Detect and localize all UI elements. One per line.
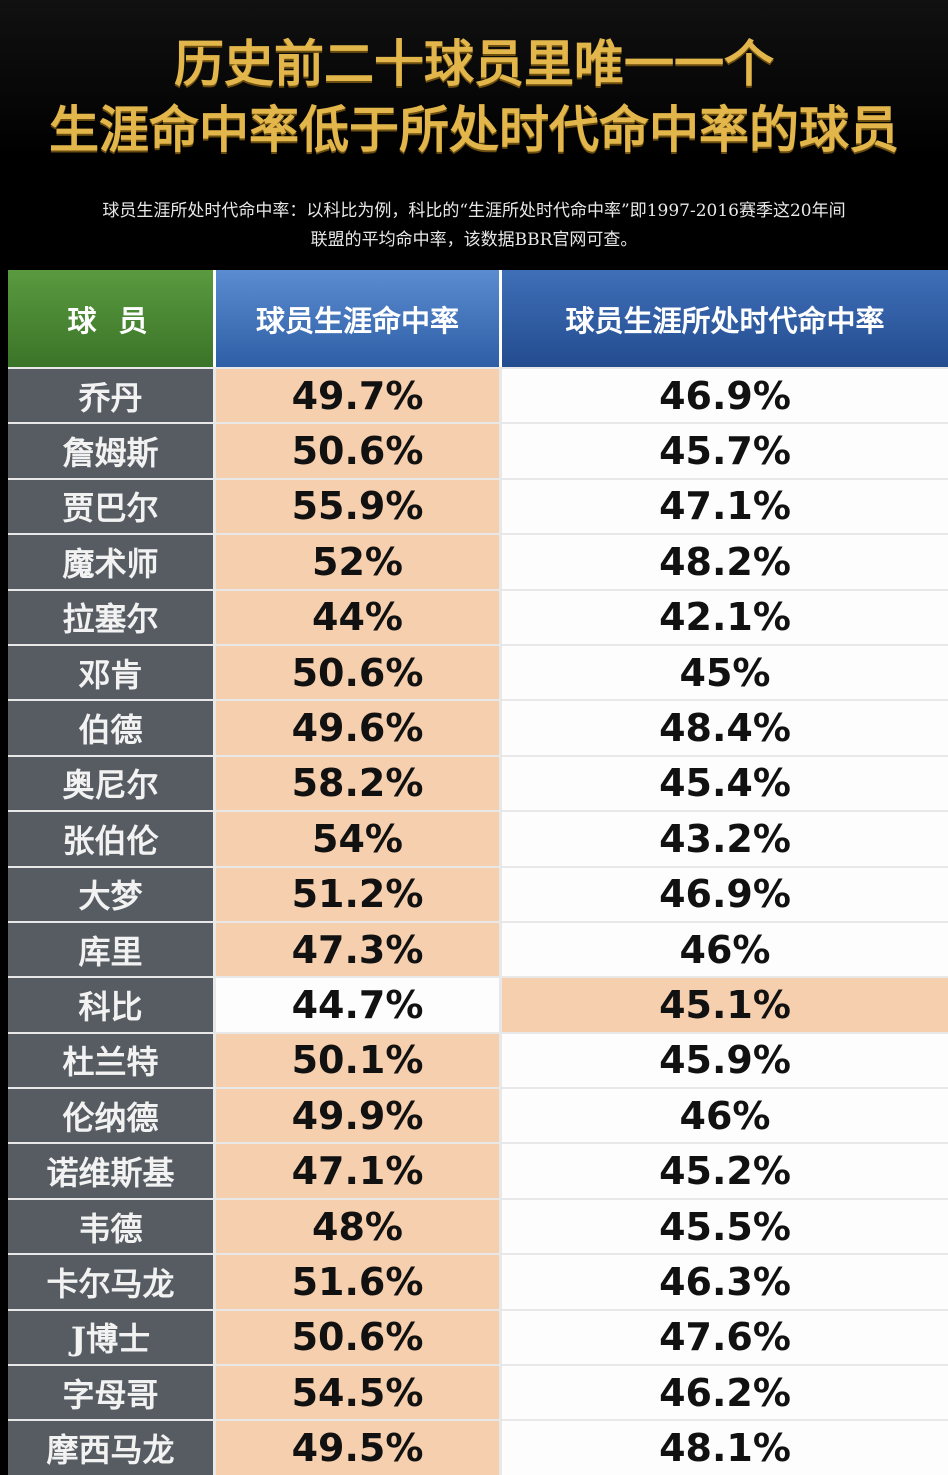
player-name-cell: 乔丹 xyxy=(8,369,216,423)
career-fg-cell: 52% xyxy=(216,535,502,589)
table-row: 詹姆斯 50.6% 45.7% xyxy=(8,422,948,478)
player-name-cell: 邓肯 xyxy=(8,645,216,700)
career-fg-cell: 49.6% xyxy=(216,701,502,755)
header: 历史前二十球员里唯一一个 生涯命中率低于所处时代命中率的球员 球员生涯所处时代命… xyxy=(0,0,948,265)
note-line-2: 联盟的平均命中率，该数据BBR官网可查。 xyxy=(310,230,638,250)
column-header-career: 球员生涯命中率 xyxy=(216,270,502,367)
table-row: 大梦 51.2% 46.9% xyxy=(8,865,948,921)
career-fg-cell: 51.2% xyxy=(216,867,502,921)
player-name-cell: 诺维斯基 xyxy=(8,1144,216,1198)
column-header-era: 球员生涯所处时代命中率 xyxy=(502,270,948,367)
era-fg-cell: 46.9% xyxy=(502,867,948,921)
player-name-cell: 字母哥 xyxy=(8,1366,216,1420)
career-fg-cell: 50.6% xyxy=(216,1310,502,1365)
table-row: 邓肯 50.6% 45% xyxy=(8,643,948,700)
player-name-cell: 库里 xyxy=(8,922,216,977)
player-name-cell: 科比 xyxy=(8,978,216,1032)
player-name-cell: 摩西马龙 xyxy=(8,1421,216,1475)
era-fg-cell: 45.4% xyxy=(502,756,948,811)
career-fg-cell: 47.1% xyxy=(216,1144,502,1198)
career-fg-cell: 54% xyxy=(216,812,502,866)
era-fg-cell: 45.2% xyxy=(502,1144,948,1198)
era-fg-cell: 45.5% xyxy=(502,1199,948,1254)
table-row: 库里 47.3% 46% xyxy=(8,920,948,977)
player-name-cell: 奥尼尔 xyxy=(8,756,216,811)
era-fg-cell: 48.1% xyxy=(502,1421,948,1475)
table-row: 韦德 48% 45.5% xyxy=(8,1197,948,1254)
table-row: 诺维斯基 47.1% 45.2% xyxy=(8,1142,948,1198)
player-name-cell: 詹姆斯 xyxy=(8,424,216,478)
era-fg-cell: 46% xyxy=(502,1089,948,1143)
era-fg-cell: 42.1% xyxy=(502,590,948,644)
player-name-cell: 韦德 xyxy=(8,1199,216,1254)
career-fg-cell: 50.1% xyxy=(216,1033,502,1088)
player-name-cell: 魔术师 xyxy=(8,535,216,589)
table-row: J博士 50.6% 47.6% xyxy=(8,1308,948,1365)
table-row: 科比 44.7% 45.1% xyxy=(8,976,948,1032)
era-fg-cell: 46.3% xyxy=(502,1255,948,1309)
player-name-cell: 拉塞尔 xyxy=(8,590,216,644)
career-fg-cell: 51.6% xyxy=(216,1255,502,1309)
player-name-cell: 贾巴尔 xyxy=(8,479,216,534)
era-fg-cell: 47.1% xyxy=(502,479,948,534)
era-fg-cell: 45.7% xyxy=(502,424,948,478)
table-row: 贾巴尔 55.9% 47.1% xyxy=(8,477,948,534)
table-row: 伯德 49.6% 48.4% xyxy=(8,699,948,755)
career-fg-cell: 54.5% xyxy=(216,1366,502,1420)
table-row: 魔术师 52% 48.2% xyxy=(8,533,948,589)
player-name-cell: 伯德 xyxy=(8,701,216,755)
career-fg-cell: 44% xyxy=(216,590,502,644)
column-header-player: 球 员 xyxy=(8,270,216,367)
career-fg-cell: 47.3% xyxy=(216,922,502,977)
era-fg-cell: 45.1% xyxy=(502,978,948,1032)
table-row: 奥尼尔 58.2% 45.4% xyxy=(8,754,948,811)
table-header-row: 球 员 球员生涯命中率 球员生涯所处时代命中率 xyxy=(8,270,948,367)
player-name-cell: 卡尔马龙 xyxy=(8,1255,216,1309)
career-fg-cell: 49.5% xyxy=(216,1421,502,1475)
career-fg-cell: 49.9% xyxy=(216,1089,502,1143)
note-line-1: 球员生涯所处时代命中率：以科比为例，科比的“生涯所处时代命中率”即1997-20… xyxy=(102,201,846,221)
player-name-cell: 伦纳德 xyxy=(8,1089,216,1143)
player-name-cell: 张伯伦 xyxy=(8,812,216,866)
table-row: 摩西马龙 49.5% 48.1% xyxy=(8,1419,948,1475)
era-fg-cell: 43.2% xyxy=(502,812,948,866)
era-fg-cell: 47.6% xyxy=(502,1310,948,1365)
table-row: 字母哥 54.5% 46.2% xyxy=(8,1364,948,1420)
era-fg-cell: 48.2% xyxy=(502,535,948,589)
career-fg-cell: 50.6% xyxy=(216,645,502,700)
career-fg-cell: 58.2% xyxy=(216,756,502,811)
table-row: 卡尔马龙 51.6% 46.3% xyxy=(8,1253,948,1309)
table-row: 伦纳德 49.9% 46% xyxy=(8,1087,948,1143)
player-name-cell: 大梦 xyxy=(8,867,216,921)
era-fg-cell: 45.9% xyxy=(502,1033,948,1088)
career-fg-cell: 55.9% xyxy=(216,479,502,534)
title-line-1: 历史前二十球员里唯一一个 xyxy=(174,34,774,93)
career-fg-cell: 50.6% xyxy=(216,424,502,478)
table-row: 杜兰特 50.1% 45.9% xyxy=(8,1031,948,1088)
table-row: 乔丹 49.7% 46.9% xyxy=(8,367,948,423)
era-fg-cell: 45% xyxy=(502,645,948,700)
player-name-cell: J博士 xyxy=(8,1310,216,1365)
player-name-cell: 杜兰特 xyxy=(8,1033,216,1088)
era-fg-cell: 46% xyxy=(502,922,948,977)
title-line-2: 生涯命中率低于所处时代命中率的球员 xyxy=(49,100,899,159)
career-fg-cell: 48% xyxy=(216,1199,502,1254)
career-fg-cell: 49.7% xyxy=(216,369,502,423)
career-fg-cell: 44.7% xyxy=(216,978,502,1032)
table-body: 乔丹 49.7% 46.9% 詹姆斯 50.6% 45.7% 贾巴尔 55.9% 47.1% 魔术… xyxy=(8,367,948,1475)
table-row: 拉塞尔 44% 42.1% xyxy=(8,588,948,644)
era-fg-cell: 48.4% xyxy=(502,701,948,755)
era-fg-cell: 46.9% xyxy=(502,369,948,423)
era-fg-cell: 46.2% xyxy=(502,1366,948,1420)
table-row: 张伯伦 54% 43.2% xyxy=(8,810,948,866)
stats-table: 球 员 球员生涯命中率 球员生涯所处时代命中率 乔丹 49.7% 46.9% 詹姆斯 5… xyxy=(8,270,948,1475)
